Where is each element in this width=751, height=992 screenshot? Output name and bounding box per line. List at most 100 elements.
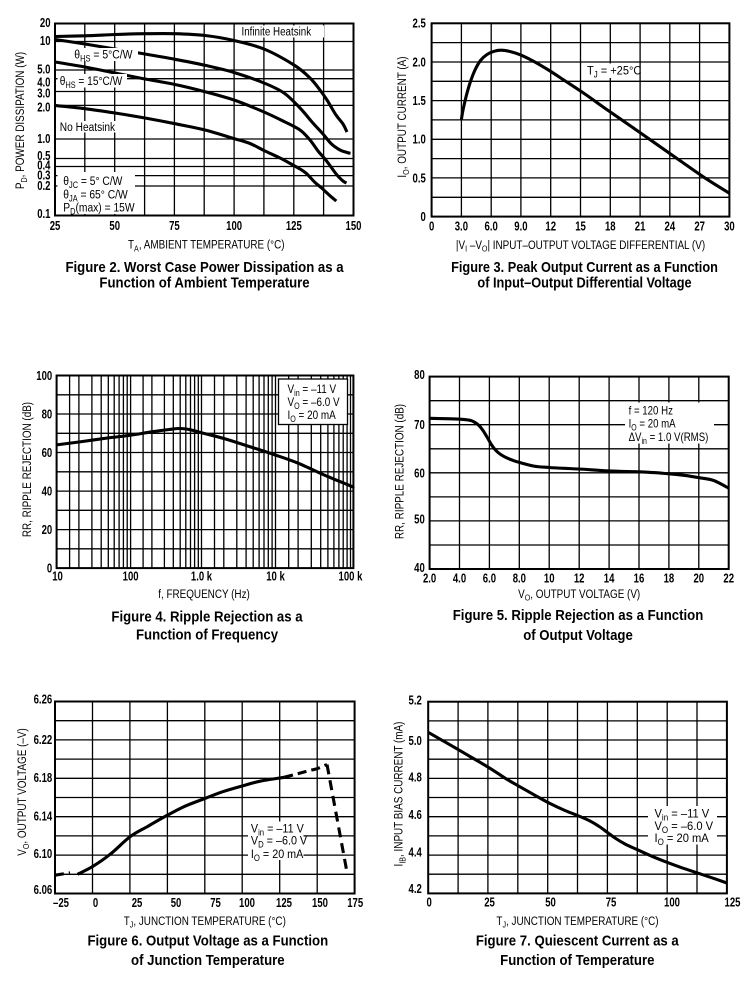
- svg-text:24: 24: [665, 220, 676, 233]
- svg-text:150: 150: [312, 897, 328, 910]
- svg-text:VO = –6.0 V: VO = –6.0 V: [655, 819, 714, 835]
- svg-text:Figure 3. Peak Output Current: Figure 3. Peak Output Current as a Funct…: [451, 258, 718, 275]
- svg-text:1.0 k: 1.0 k: [191, 570, 213, 583]
- svg-text:θJA = 65° C/W: θJA = 65° C/W: [63, 189, 128, 204]
- svg-text:RR, RIPPLE REJECTION (dB): RR, RIPPLE REJECTION (dB): [394, 404, 407, 539]
- svg-text:IO = 20 mA: IO = 20 mA: [251, 847, 304, 863]
- svg-text:10: 10: [544, 572, 555, 585]
- svg-text:θJC = 5° C/W: θJC = 5° C/W: [63, 175, 122, 190]
- svg-text:f = 120 Hz: f = 120 Hz: [629, 404, 673, 417]
- svg-text:0.5: 0.5: [413, 172, 426, 185]
- svg-text:6.22: 6.22: [34, 734, 53, 747]
- svg-text:Figure 7. Quiescent Current as: Figure 7. Quiescent Current as a: [476, 932, 679, 949]
- svg-text:Vin = –11 V: Vin = –11 V: [655, 807, 710, 823]
- svg-text:6.10: 6.10: [34, 848, 53, 861]
- svg-text:6.0: 6.0: [483, 572, 496, 585]
- svg-text:Figure 2. Worst Case Power Dis: Figure 2. Worst Case Power Dissipation a…: [65, 258, 343, 275]
- svg-text:25: 25: [50, 220, 61, 233]
- svg-text:IO = 20 mA: IO = 20 mA: [655, 831, 709, 847]
- svg-text:1.5: 1.5: [413, 95, 426, 108]
- svg-text:100: 100: [36, 370, 52, 383]
- svg-text:12: 12: [574, 572, 585, 585]
- svg-text:VO, OUTPUT VOLTAGE (–V): VO, OUTPUT VOLTAGE (–V): [16, 728, 31, 856]
- svg-text:0: 0: [429, 220, 434, 233]
- svg-text:6.06: 6.06: [34, 884, 53, 897]
- svg-text:4.2: 4.2: [409, 883, 422, 896]
- svg-text:Figure 6. Output Voltage as a: Figure 6. Output Voltage as a Function: [87, 932, 328, 949]
- svg-text:75: 75: [169, 220, 180, 233]
- svg-text:2.0: 2.0: [413, 56, 426, 69]
- svg-text:80: 80: [414, 369, 425, 382]
- svg-text:0: 0: [426, 896, 431, 909]
- svg-text:125: 125: [725, 896, 741, 909]
- svg-text:of Output Voltage: of Output Voltage: [523, 626, 633, 643]
- svg-text:70: 70: [414, 419, 425, 432]
- svg-text:0: 0: [420, 211, 425, 224]
- svg-text:18: 18: [664, 572, 675, 585]
- svg-text:10: 10: [40, 35, 51, 48]
- svg-text:0: 0: [47, 562, 52, 575]
- svg-text:θHS = 5°C/W: θHS = 5°C/W: [74, 49, 132, 64]
- svg-text:Function of Ambient Temperatur: Function of Ambient Temperature: [99, 273, 309, 290]
- svg-text:40: 40: [414, 562, 425, 575]
- svg-text:8.0: 8.0: [513, 572, 526, 585]
- svg-text:4.6: 4.6: [409, 809, 422, 822]
- svg-text:125: 125: [286, 220, 302, 233]
- svg-text:25: 25: [132, 897, 143, 910]
- svg-text:|VI –VO| INPUT–OUTPUT VOLTAGE: |VI –VO| INPUT–OUTPUT VOLTAGE DIFFERENTI…: [456, 239, 705, 254]
- svg-text:0.3: 0.3: [37, 169, 50, 182]
- svg-text:IIB, INPUT BIAS CURRENT (mA): IIB, INPUT BIAS CURRENT (mA): [393, 722, 408, 867]
- svg-text:0.5: 0.5: [37, 150, 50, 163]
- svg-text:100: 100: [226, 220, 242, 233]
- svg-text:60: 60: [42, 447, 53, 460]
- svg-text:75: 75: [606, 896, 617, 909]
- svg-text:125: 125: [276, 897, 292, 910]
- svg-text:2.0: 2.0: [37, 101, 50, 114]
- svg-text:1.0: 1.0: [37, 133, 50, 146]
- svg-text:Function of Frequency: Function of Frequency: [136, 626, 278, 643]
- svg-text:Vin = –11 V: Vin = –11 V: [288, 383, 337, 398]
- svg-text:18: 18: [605, 220, 616, 233]
- svg-text:VO = –6.0 V: VO = –6.0 V: [288, 396, 341, 411]
- svg-text:Figure 4. Ripple Rejection as: Figure 4. Ripple Rejection as a: [111, 608, 302, 625]
- svg-text:3.0: 3.0: [37, 87, 50, 100]
- svg-text:1.0: 1.0: [413, 133, 426, 146]
- svg-text:TA, AMBIENT TEMPERATURE (°C): TA, AMBIENT TEMPERATURE (°C): [128, 239, 285, 254]
- svg-text:50: 50: [109, 220, 120, 233]
- svg-text:75: 75: [210, 897, 221, 910]
- svg-text:ΔVin = 1.0 V(RMS): ΔVin = 1.0 V(RMS): [629, 431, 709, 446]
- svg-text:Vin = –11 V: Vin = –11 V: [251, 822, 304, 838]
- svg-text:–25: –25: [53, 897, 69, 910]
- svg-text:VO, OUTPUT VOLTAGE (V): VO, OUTPUT VOLTAGE (V): [518, 588, 640, 603]
- svg-text:TJ, JUNCTION TEMPERATURE (°C): TJ, JUNCTION TEMPERATURE (°C): [124, 915, 286, 930]
- svg-text:40: 40: [42, 485, 53, 498]
- svg-text:60: 60: [414, 467, 425, 480]
- svg-text:5.0: 5.0: [37, 63, 50, 76]
- svg-text:5.2: 5.2: [409, 694, 422, 707]
- svg-text:0: 0: [93, 897, 98, 910]
- svg-text:2.0: 2.0: [423, 572, 436, 585]
- svg-text:12: 12: [545, 220, 556, 233]
- svg-text:IO = 20 mA: IO = 20 mA: [288, 409, 337, 424]
- svg-text:TJ = +25°C: TJ = +25°C: [587, 64, 642, 80]
- svg-text:4.4: 4.4: [409, 846, 423, 859]
- svg-text:of Input–Output Differential V: of Input–Output Differential Voltage: [477, 273, 691, 290]
- svg-text:150: 150: [346, 220, 362, 233]
- svg-text:27: 27: [694, 220, 705, 233]
- svg-text:PD, POWER DISSIPATION (W): PD, POWER DISSIPATION (W): [14, 52, 29, 189]
- svg-text:20: 20: [40, 17, 51, 30]
- svg-text:0.2: 0.2: [37, 180, 50, 193]
- svg-text:20: 20: [693, 572, 704, 585]
- svg-text:4.0: 4.0: [37, 76, 50, 89]
- svg-text:100: 100: [239, 897, 255, 910]
- svg-text:10: 10: [52, 570, 63, 583]
- svg-text:16: 16: [634, 572, 645, 585]
- svg-text:2.5: 2.5: [413, 18, 426, 31]
- svg-text:f, FREQUENCY (Hz): f, FREQUENCY (Hz): [158, 588, 250, 601]
- svg-text:IO = 20 mA: IO = 20 mA: [629, 418, 677, 433]
- svg-text:6.26: 6.26: [34, 693, 53, 706]
- svg-text:80: 80: [42, 408, 53, 421]
- svg-text:50: 50: [545, 896, 556, 909]
- svg-text:4.8: 4.8: [409, 772, 422, 785]
- svg-text:15: 15: [575, 220, 586, 233]
